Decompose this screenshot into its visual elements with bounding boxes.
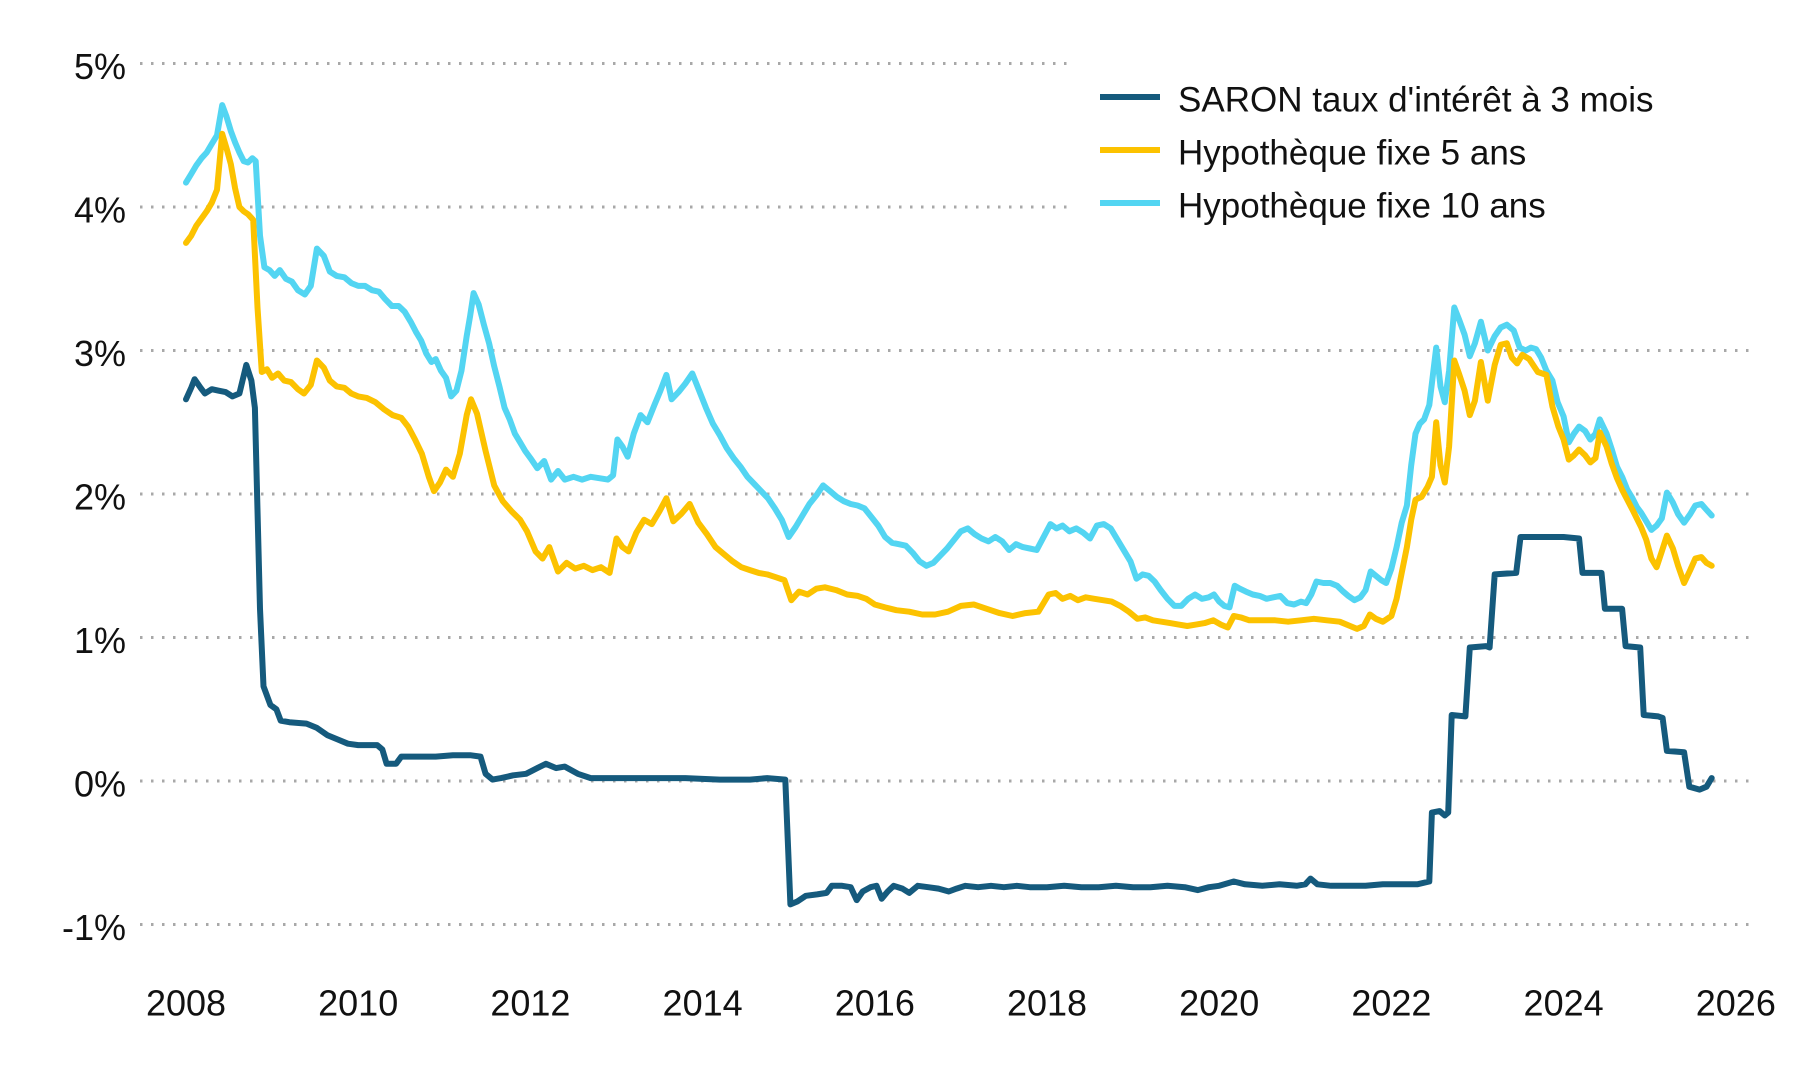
- y-tick-label-5%: 5%: [74, 46, 126, 87]
- x-tick-label-2024: 2024: [1524, 983, 1604, 1024]
- x-tick-label-2008: 2008: [146, 983, 226, 1024]
- x-tick-label-2022: 2022: [1351, 983, 1431, 1024]
- x-tick-label-2016: 2016: [835, 983, 915, 1024]
- legend-background: [1068, 62, 1760, 232]
- x-axis-labels: 2008 2010 2012 2014 2016 2018 2020 2022 2024 2026: [146, 983, 1776, 1024]
- y-axis-labels: 5% 4% 3% 2% 1% 0% -1%: [62, 46, 126, 948]
- series-saron-3m: [183, 361, 1715, 908]
- y-tick-label-3%: 3%: [74, 333, 126, 374]
- x-tick-label-2010: 2010: [318, 983, 398, 1024]
- legend-label: SARON taux d'intérêt à 3 mois: [1178, 81, 1654, 120]
- series-fixed-10y: [183, 102, 1715, 611]
- series-fixed-5y: [183, 130, 1715, 632]
- x-tick-label-2014: 2014: [663, 983, 743, 1024]
- x-tick-label-2018: 2018: [1007, 983, 1087, 1024]
- y-tick-label-4%: 4%: [74, 190, 126, 231]
- series-lines: [183, 102, 1715, 908]
- y-tick-label--1%: -1%: [62, 907, 126, 948]
- legend-item: Hypothèque fixe 10 ans: [1100, 187, 1546, 226]
- x-tick-label-2020: 2020: [1179, 983, 1259, 1024]
- y-tick-label-2%: 2%: [74, 477, 126, 518]
- x-tick-label-2012: 2012: [490, 983, 570, 1024]
- y-tick-label-0%: 0%: [74, 764, 126, 805]
- legend: SARON taux d'intérêt à 3 mois Hypothèque …: [1068, 62, 1760, 232]
- legend-label: Hypothèque fixe 10 ans: [1178, 187, 1546, 226]
- legend-label: Hypothèque fixe 5 ans: [1178, 134, 1526, 173]
- y-tick-label-1%: 1%: [74, 620, 126, 661]
- legend-item: Hypothèque fixe 5 ans: [1100, 134, 1526, 173]
- x-tick-label-2026: 2026: [1696, 983, 1776, 1024]
- legend-item: SARON taux d'intérêt à 3 mois: [1100, 81, 1654, 120]
